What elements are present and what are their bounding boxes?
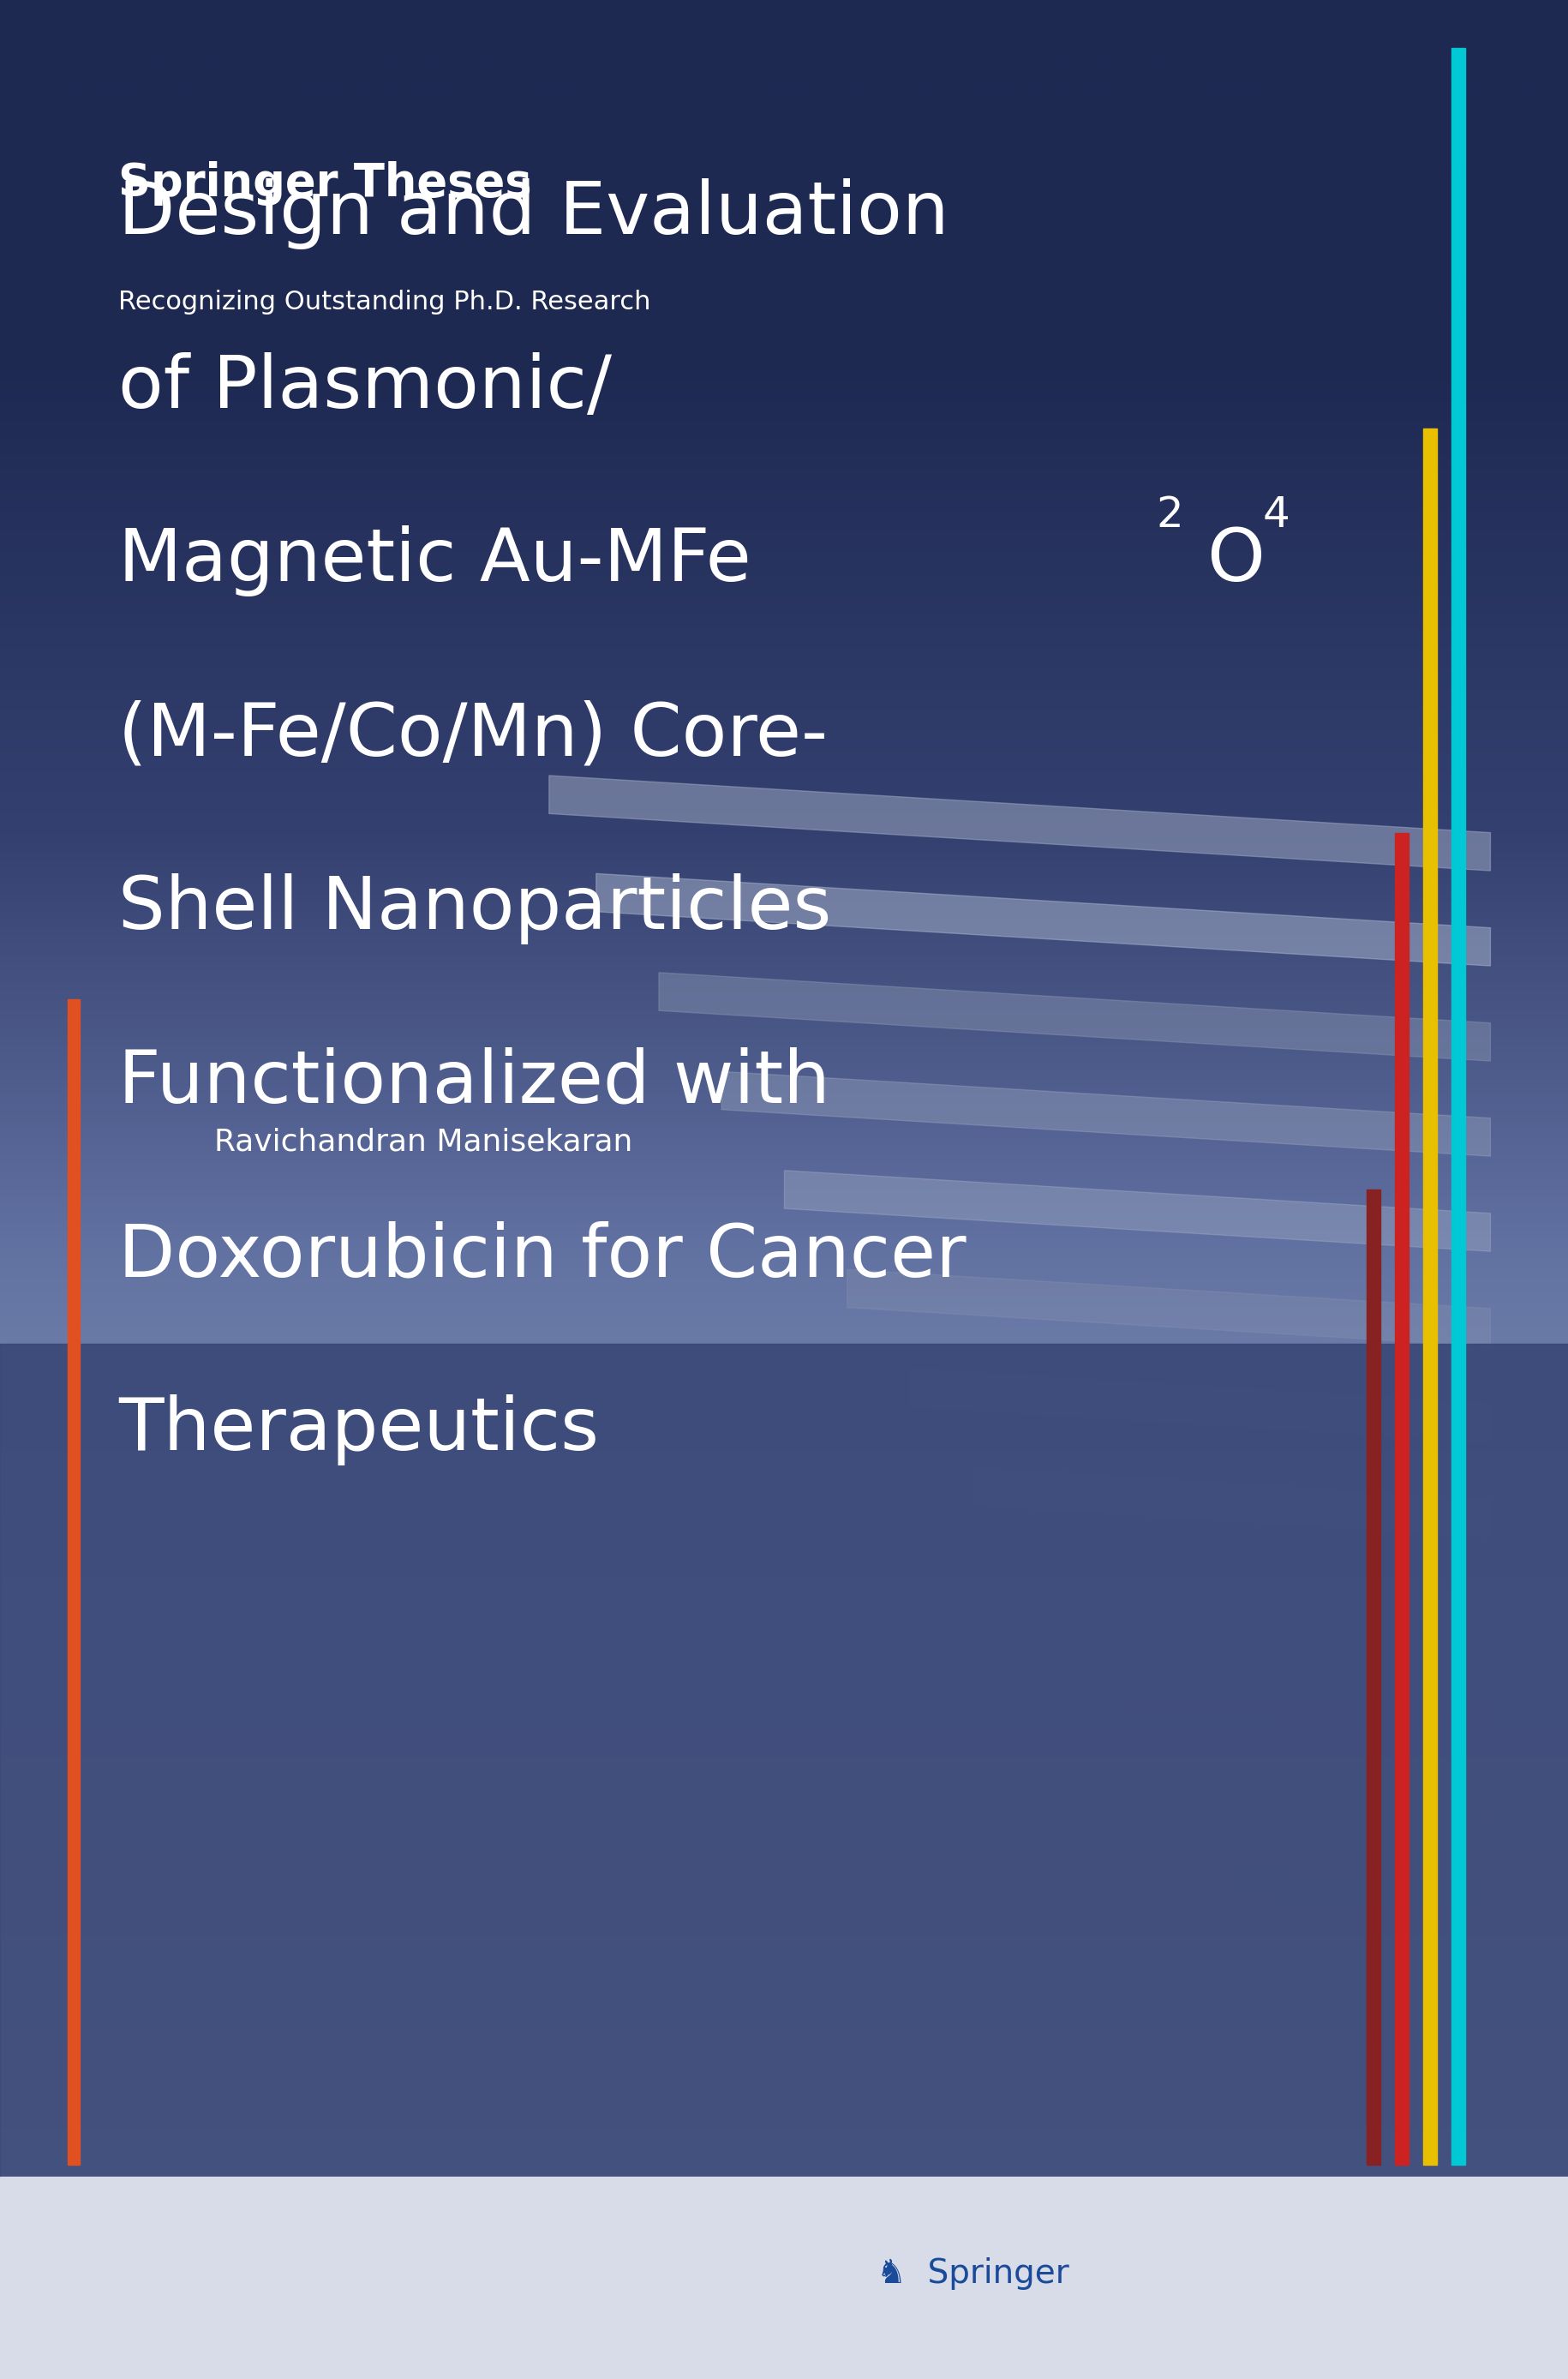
Polygon shape [721, 1071, 1490, 1156]
Text: Design and Evaluation: Design and Evaluation [118, 178, 949, 250]
Text: ♞  Springer: ♞ Springer [877, 2258, 1068, 2291]
Bar [1366, 1190, 1380, 2165]
Polygon shape [972, 1468, 1490, 1537]
Polygon shape [596, 873, 1490, 966]
Bar [67, 999, 80, 2165]
Bar [1394, 833, 1408, 2165]
Text: Magnetic Au-MFe: Magnetic Au-MFe [118, 526, 751, 597]
Text: of Plasmonic/: of Plasmonic/ [118, 352, 612, 423]
Text: Shell Nanoparticles: Shell Nanoparticles [118, 873, 831, 944]
Text: Springer Theses: Springer Theses [118, 162, 532, 205]
Polygon shape [1035, 1565, 1490, 1632]
Text: O: O [1206, 526, 1264, 597]
Bar [0, 1344, 1568, 2379]
Polygon shape [659, 973, 1490, 1061]
Text: 2: 2 [1156, 495, 1182, 535]
Bar [0, 2177, 1568, 2379]
Polygon shape [909, 1368, 1490, 1442]
Polygon shape [549, 776, 1490, 871]
Text: Recognizing Outstanding Ph.D. Research: Recognizing Outstanding Ph.D. Research [118, 290, 651, 314]
Text: Functionalized with: Functionalized with [118, 1047, 829, 1118]
Polygon shape [1160, 1765, 1490, 1822]
Polygon shape [784, 1170, 1490, 1251]
Polygon shape [847, 1270, 1490, 1347]
Polygon shape [1223, 1863, 1490, 1917]
Text: 4: 4 [1262, 495, 1289, 535]
Text: Doxorubicin for Cancer: Doxorubicin for Cancer [118, 1220, 966, 1292]
Bar [1450, 48, 1465, 2165]
Text: (M-Fe/Co/Mn) Core-: (M-Fe/Co/Mn) Core- [118, 699, 828, 771]
Polygon shape [1098, 1665, 1490, 1727]
Text: Ravichandran Manisekaran: Ravichandran Manisekaran [215, 1128, 633, 1156]
Text: Therapeutics: Therapeutics [118, 1394, 599, 1465]
Bar [1422, 428, 1436, 2165]
